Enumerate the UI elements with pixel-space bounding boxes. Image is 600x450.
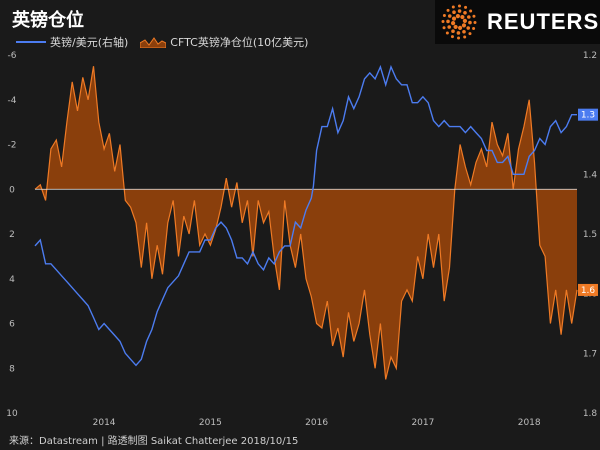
end-value-badge — [578, 283, 598, 296]
legend-label-gbp: 英镑/美元(右轴) — [50, 36, 129, 49]
cftc-area-fill — [35, 66, 577, 380]
x-axis-tick-label: 2017 — [411, 418, 434, 428]
left-axis-tick-label: -6 — [8, 51, 17, 61]
chart-title: 英镑仓位 — [12, 10, 84, 31]
left-axis-tick-label: 4 — [9, 275, 15, 285]
left-axis-tick-label: -4 — [8, 96, 17, 106]
legend-swatch-area — [140, 36, 167, 48]
reuters-dots-logo-icon — [441, 4, 477, 40]
x-axis-tick-label: 2016 — [305, 418, 328, 428]
x-axis-tick-label: 2015 — [199, 418, 222, 428]
cftc-series-line — [34, 66, 578, 380]
legend-label-cftc: CFTC英镑净仓位(10亿美元) — [170, 36, 309, 49]
left-axis-tick-label: -2 — [8, 141, 17, 151]
end-value-badge — [578, 108, 598, 121]
end-value-label: 1.3 — [581, 111, 595, 121]
right-axis-tick-label: 1.8 — [583, 409, 598, 419]
reuters-brand-text: REUTERS — [487, 9, 600, 34]
legend-item-gbp: 英镑/美元(右轴) — [16, 34, 128, 50]
chart-legend: 英镑/美元(右轴) CFTC英镑净仓位(10亿美元) — [16, 34, 320, 50]
left-axis-tick-label: 0 — [9, 185, 15, 195]
gbp-usd-series-line — [34, 64, 577, 367]
legend-item-cftc: CFTC英镑净仓位(10亿美元) — [140, 34, 308, 50]
reuters-logo: REUTERS — [435, 0, 600, 44]
x-axis-tick-label: 2018 — [518, 418, 541, 428]
right-axis-tick-label: 1.2 — [583, 51, 597, 61]
legend-swatch-line — [16, 41, 46, 43]
right-axis-tick-label: 1.5 — [583, 230, 597, 240]
left-axis-tick-label: 10 — [6, 409, 18, 419]
left-axis-tick-label: 2 — [9, 230, 15, 240]
end-value-label: 1.6 — [581, 286, 596, 296]
left-axis-tick-label: 8 — [9, 364, 15, 374]
source-note: 来源：Datastream | 路透制图 Saikat Chatterjee 2… — [9, 436, 299, 447]
x-axis-tick-label: 2014 — [93, 418, 116, 428]
left-axis-tick-label: 6 — [9, 320, 15, 330]
right-axis-tick-label: 1.7 — [583, 349, 597, 359]
right-axis-tick-label: 1.4 — [583, 170, 598, 180]
